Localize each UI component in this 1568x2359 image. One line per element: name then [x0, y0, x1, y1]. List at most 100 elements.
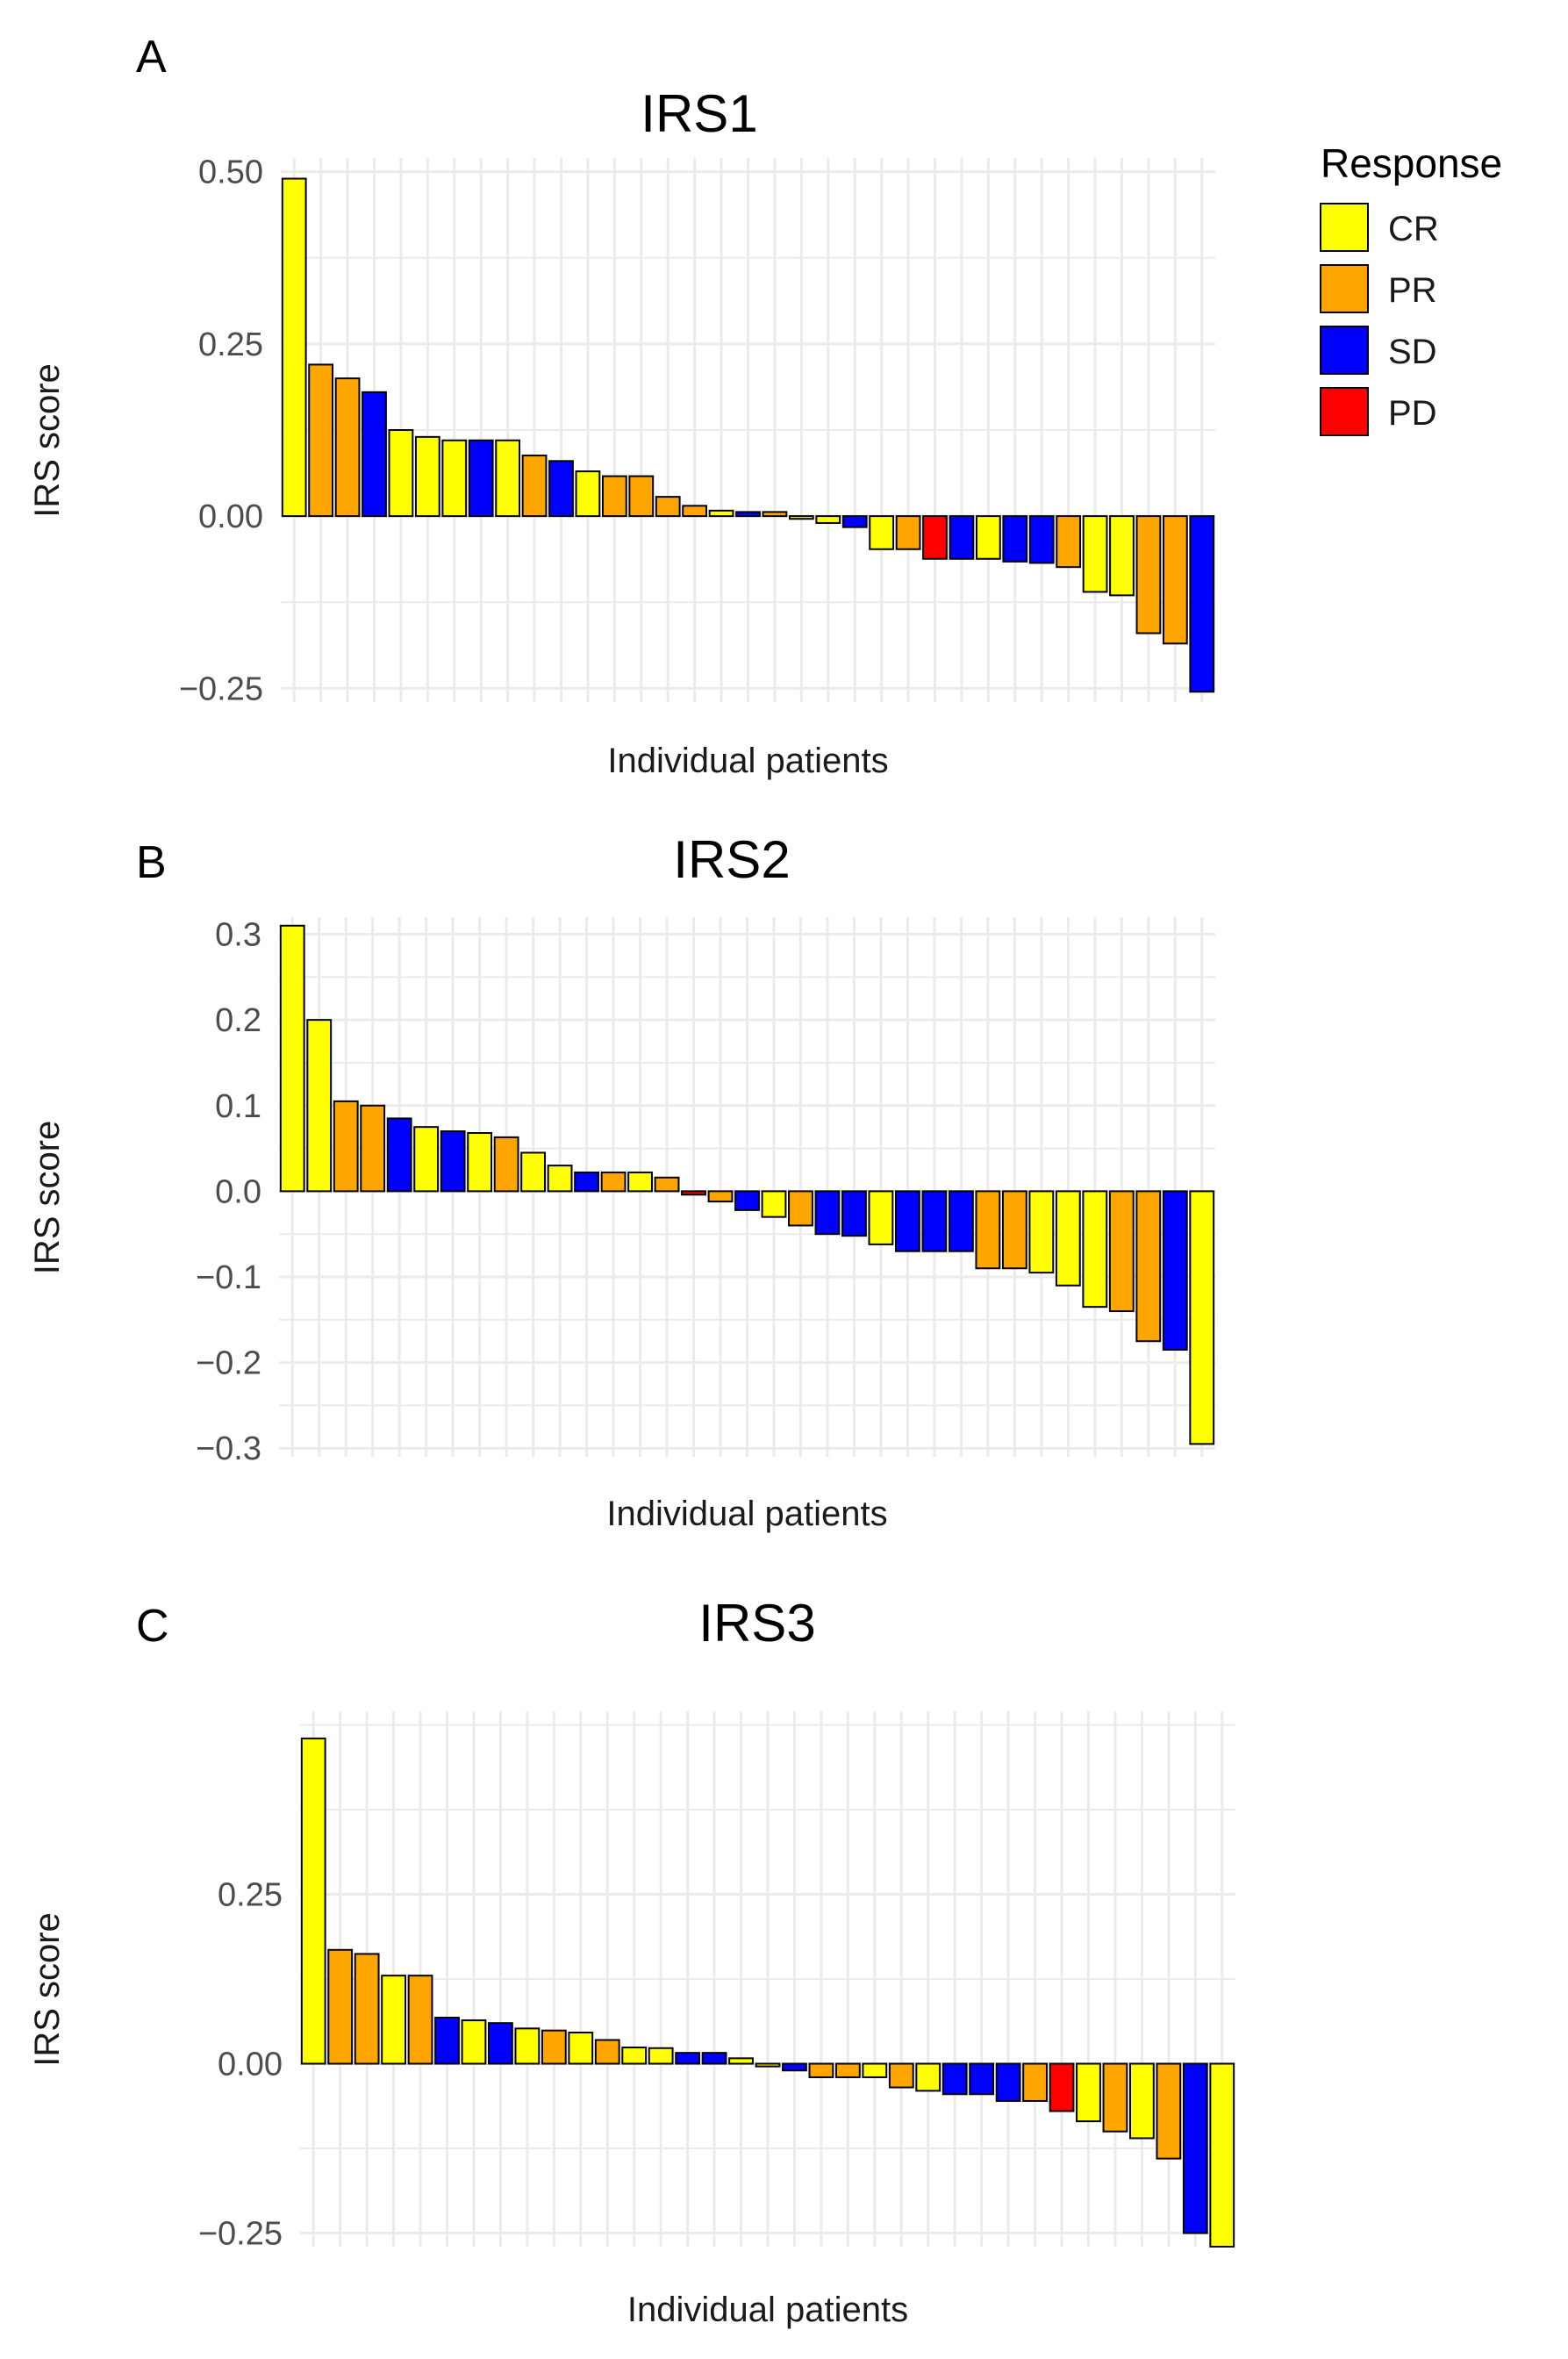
bar-irs3-22 [862, 2062, 888, 2078]
bar-irs3-12 [594, 2039, 620, 2065]
y-axis-ticks: −0.3 −0.2 −0.1 0.0 0.1 0.2 0.3 [196, 917, 261, 1468]
y-tick-label: 0.3 [215, 917, 261, 954]
bar-irs3-21 [834, 2062, 861, 2078]
panels: −0.25 0.00 0.25 0.50 A IRS1 Individual patient… [28, 32, 1235, 2329]
bar-irs1-18 [735, 511, 761, 518]
bar-irs2-27 [975, 1190, 1001, 1270]
bar-irs3-2 [327, 1948, 354, 2065]
bar-irs2-28 [1001, 1190, 1027, 1270]
bar-irs3-7 [461, 2019, 487, 2065]
bar-irs3-34 [1182, 2062, 1208, 2234]
bar-irs3-27 [995, 2062, 1021, 2102]
bar-irs1-33 [1135, 515, 1162, 635]
bar-irs2-33 [1135, 1190, 1162, 1343]
bar-irs2-13 [600, 1171, 626, 1193]
chart-title: IRS1 [641, 84, 757, 143]
bar-irs3-32 [1128, 2062, 1155, 2140]
bar-irs2-32 [1108, 1190, 1135, 1313]
panel-label: A [136, 32, 167, 82]
bar-irs3-35 [1209, 2062, 1235, 2248]
bar-irs1-3 [334, 377, 361, 518]
bar-irs1-12 [575, 470, 601, 518]
gridlines [300, 1711, 1235, 2247]
legend-swatch [1320, 203, 1369, 252]
panel-c: −0.25 0.00 0.25 C IRS3 Individual patients IRS… [28, 1594, 1235, 2329]
panel-b: −0.3 −0.2 −0.1 0.0 0.1 0.2 0.3 B IRS2 Individual … [28, 830, 1215, 1533]
bar-irs3-6 [434, 2017, 460, 2065]
bar-irs1-35 [1189, 515, 1215, 693]
bar-irs2-31 [1082, 1190, 1108, 1309]
legend-label: SD [1388, 333, 1437, 371]
bar-irs1-30 [1056, 515, 1082, 569]
bar-irs1-29 [1028, 515, 1055, 564]
gridlines [281, 158, 1215, 702]
legend-label: CR [1388, 210, 1439, 248]
bar-irs3-15 [675, 2052, 701, 2065]
y-tick-label: 0.0 [215, 1173, 261, 1210]
chart-title: IRS3 [698, 1594, 815, 1653]
bar-irs3-3 [354, 1953, 380, 2065]
bar-irs2-2 [306, 1019, 333, 1193]
y-tick-label: −0.25 [179, 670, 263, 707]
bar-irs3-13 [621, 2046, 648, 2065]
bar-irs2-15 [654, 1176, 680, 1193]
chart-title: IRS2 [673, 830, 790, 889]
x-axis-label: Individual patients [607, 742, 888, 780]
bar-irs2-7 [440, 1130, 466, 1193]
bar-irs2-19 [761, 1190, 787, 1218]
legend-label: PD [1388, 394, 1437, 433]
bar-irs1-24 [895, 515, 921, 550]
legend-item-pd: PD [1320, 387, 1437, 436]
bar-irs1-21 [815, 515, 841, 524]
bar-irs3-26 [969, 2062, 995, 2096]
bar-irs3-19 [782, 2062, 807, 2072]
bar-irs1-6 [414, 435, 440, 518]
bar-irs2-22 [841, 1190, 867, 1237]
legend-item-pr: PR [1320, 264, 1437, 313]
bar-irs2-1 [279, 924, 305, 1193]
bar-irs3-14 [648, 2047, 674, 2065]
bar-irs3-11 [568, 2032, 594, 2065]
bar-irs1-20 [788, 515, 814, 520]
bar-irs3-10 [541, 2029, 567, 2065]
bar-irs3-28 [1022, 2062, 1048, 2102]
bar-irs2-8 [467, 1132, 493, 1193]
y-tick-label: 0.50 [198, 154, 263, 191]
bars [281, 177, 1215, 693]
panel-label: C [136, 1601, 169, 1652]
y-tick-label: 0.25 [218, 1876, 283, 1913]
bar-irs2-18 [734, 1190, 760, 1211]
bar-irs2-10 [520, 1151, 547, 1193]
bar-irs3-25 [942, 2062, 968, 2096]
y-tick-label: −0.1 [196, 1259, 261, 1296]
bar-irs3-23 [888, 2062, 914, 2089]
bar-irs3-9 [514, 2027, 541, 2065]
bar-irs1-34 [1162, 515, 1188, 645]
bars [279, 924, 1215, 1445]
bar-irs2-9 [493, 1136, 519, 1193]
y-tick-label: 0.2 [215, 1002, 261, 1039]
bar-irs1-31 [1082, 515, 1108, 593]
bar-irs1-14 [628, 475, 655, 518]
bar-irs2-12 [574, 1171, 599, 1193]
x-axis-label: Individual patients [606, 1495, 887, 1533]
bar-irs1-1 [281, 177, 307, 518]
y-tick-label: 0.00 [218, 2047, 283, 2083]
bar-irs1-9 [495, 439, 521, 518]
bars [300, 1737, 1235, 2248]
y-tick-label: 0.00 [198, 498, 263, 535]
bar-irs1-17 [708, 509, 734, 518]
bar-irs2-20 [788, 1190, 813, 1227]
bar-irs2-11 [547, 1165, 573, 1193]
bar-irs1-26 [949, 515, 975, 560]
bar-irs3-33 [1156, 2062, 1182, 2160]
x-axis-label: Individual patients [627, 2291, 908, 2329]
y-axis-label: IRS score [28, 363, 67, 518]
bar-irs3-30 [1076, 2062, 1101, 2123]
y-axis-label: IRS score [28, 1912, 67, 2067]
bar-irs1-23 [869, 515, 895, 550]
legend-swatch [1320, 264, 1369, 313]
bar-irs1-11 [548, 460, 574, 518]
bar-irs1-8 [468, 439, 494, 518]
